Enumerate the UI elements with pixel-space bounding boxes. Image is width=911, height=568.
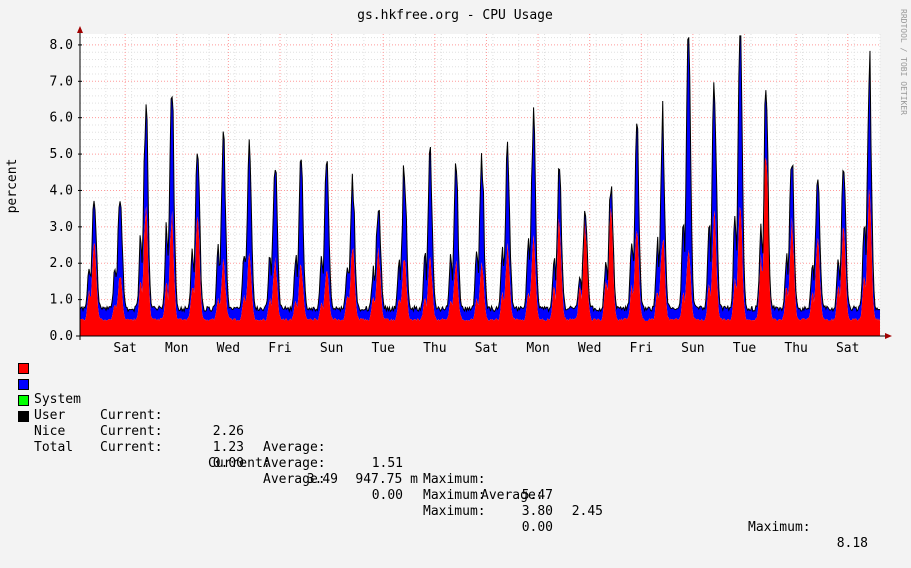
x-tick-label: Thu <box>423 341 446 356</box>
legend-maximum-label: Maximum: <box>423 488 486 503</box>
x-tick-label: Thu <box>784 341 807 356</box>
legend-average-label: Average: <box>263 440 326 455</box>
legend-average-value: 0.00 <box>371 488 403 503</box>
legend-current-value: 1.23 <box>212 440 244 455</box>
y-tick-labels: 0.0 1.0 2.0 3.0 4.0 5.0 6.0 7.0 8.0 <box>50 38 73 344</box>
legend-maximum-value: 3.80 <box>521 504 553 519</box>
y-tick-label: 0.0 <box>50 329 73 344</box>
legend-maximum-label: Maximum: <box>748 520 811 535</box>
legend-current-label: Current: <box>100 424 163 439</box>
x-tick-label: Sat <box>836 341 859 356</box>
x-tick-label: Wed <box>217 341 240 356</box>
x-tick-label: Tue <box>733 341 757 356</box>
legend-maximum-label: Maximum: <box>423 504 486 519</box>
legend-average-value: 2.45 <box>571 504 603 519</box>
total-line <box>79 35 881 314</box>
legend-average-value: 1.51 <box>371 456 403 471</box>
legend-label: User <box>34 408 66 423</box>
user-area <box>80 35 880 322</box>
cpu-usage-chart: 0.0 1.0 2.0 3.0 4.0 5.0 6.0 7.0 8.0 Sat Mon Wed Fri… <box>5 8 908 356</box>
legend-row-system: System Current: 2.26 Average: 1.51 Maxim… <box>18 360 898 503</box>
legend-current-label: Current: <box>100 408 163 423</box>
x-tick-label: Mon <box>165 341 188 356</box>
x-tick-label: Fri <box>630 341 653 356</box>
system-swatch <box>18 363 29 374</box>
legend-row-user: User Current: 1.23 Average: 947.75 m Max… <box>18 376 898 519</box>
x-tick-label: Sun <box>681 341 704 356</box>
legend-label: System <box>34 392 81 407</box>
x-tick-labels: Sat Mon Wed Fri Sun Tue Thu Sat Mon Wed Fri Sun Tue T… <box>113 341 859 356</box>
chart-title: gs.hkfree.org - CPU Usage <box>357 8 553 23</box>
legend-row-total: Total Current: 3.49 Average: 2.45 Maximu… <box>18 408 898 551</box>
y-tick-label: 4.0 <box>50 183 73 198</box>
x-tick-label: Wed <box>578 341 601 356</box>
legend-maximum-label: Maximum: <box>423 472 486 487</box>
y-tick-label: 5.0 <box>50 147 73 162</box>
legend-row-nice: Nice Current: 0.00 Average: 0.00 Maximum… <box>18 392 898 535</box>
x-tick-label: Mon <box>526 341 549 356</box>
x-tick-label: Sat <box>475 341 498 356</box>
y-axis-label: percent <box>5 159 20 214</box>
legend-maximum-value: 8.18 <box>836 536 868 551</box>
legend-label: Total <box>34 440 74 455</box>
x-tick-label: Sat <box>113 341 136 356</box>
y-tick-label: 7.0 <box>50 74 73 89</box>
y-tick-label: 6.0 <box>50 111 73 126</box>
x-axis-arrow <box>885 333 892 339</box>
y-tick-label: 8.0 <box>50 38 73 53</box>
x-tick-label: Sun <box>320 341 343 356</box>
legend-current-value: 2.26 <box>212 424 244 439</box>
data-areas <box>79 35 881 336</box>
x-tick-label: Tue <box>371 341 395 356</box>
axes <box>76 26 892 340</box>
user-swatch <box>18 379 29 390</box>
legend-average-label: Average: <box>263 456 326 471</box>
y-tick-label: 1.0 <box>50 293 73 308</box>
legend-current-value: 3.49 <box>306 472 338 487</box>
rrdtool-watermark: RRDTOOL / TOBI OETIKER <box>899 9 908 115</box>
y-tick-label: 2.0 <box>50 256 73 271</box>
total-swatch <box>18 411 29 422</box>
nice-swatch <box>18 395 29 406</box>
system-area <box>80 157 880 336</box>
y-tick-label: 3.0 <box>50 220 73 235</box>
y-axis-arrow <box>77 26 83 33</box>
x-tick-label: Fri <box>268 341 291 356</box>
legend-current-label: Current: <box>208 456 271 471</box>
legend-current-label: Current: <box>100 440 163 455</box>
legend-average-label: Average: <box>481 488 544 503</box>
legend-maximum-value: 0.00 <box>521 520 553 535</box>
